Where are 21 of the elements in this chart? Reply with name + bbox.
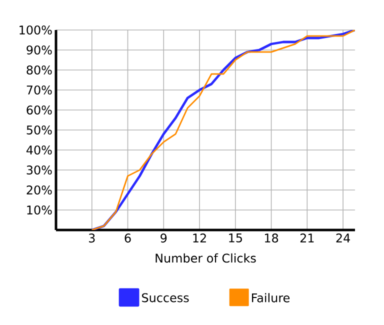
x-axis-title: Number of Clicks (156, 253, 256, 263)
x-tick-label: 12 (193, 234, 206, 242)
x-tick-label: 18 (264, 234, 278, 243)
x-tick-label: 15 (229, 234, 242, 242)
x-tick-label: 6 (124, 234, 131, 243)
x-tick-label: 3 (88, 234, 95, 243)
y-tick-label: 80% (26, 65, 52, 75)
y-tick-label: 40% (26, 145, 52, 155)
x-tick-label: 21 (300, 234, 314, 242)
y-tick-label: 50% (26, 125, 52, 135)
y-tick-label: 20% (26, 185, 52, 195)
y-tick-label: 90% (26, 45, 52, 55)
legend-label: Failure (252, 293, 290, 302)
y-tick-label: 30% (26, 165, 52, 175)
legend-label: Success (142, 293, 189, 302)
x-tick-label: 24 (336, 234, 350, 242)
y-tick-label: 10% (27, 205, 52, 215)
y-tick-label: 100% (20, 25, 52, 35)
y-tick-label: 70% (26, 85, 52, 95)
y-tick-label: 60% (26, 105, 52, 115)
x-tick-label: 9 (160, 234, 167, 243)
